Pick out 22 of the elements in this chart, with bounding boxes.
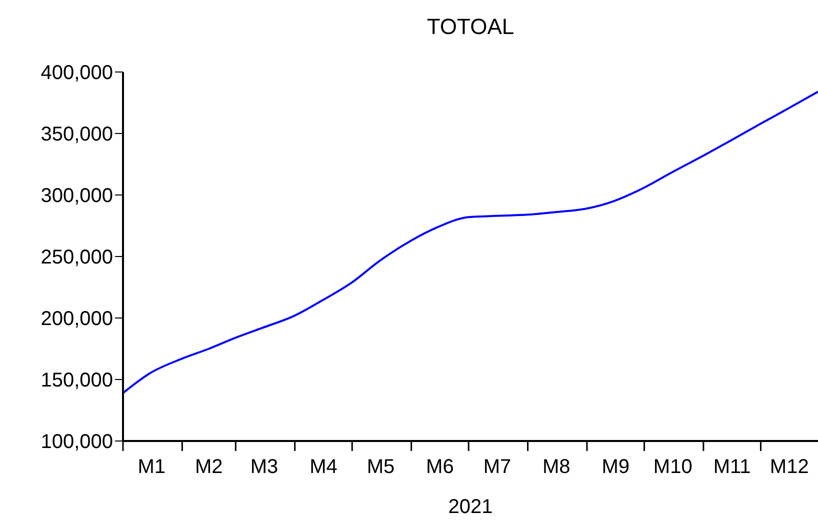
y-tick-label: 200,000 [40, 308, 113, 330]
x-tick-label: M12 [770, 456, 809, 478]
y-tick-label: 300,000 [40, 185, 113, 208]
y-tick-label: 150,000 [40, 370, 113, 392]
y-tick-label: 100,000 [40, 431, 113, 454]
x-tick-label: M10 [653, 456, 692, 478]
x-tick-label: M7 [483, 456, 512, 478]
x-tick-label: M5 [366, 456, 395, 478]
y-tick-label: 400,000 [40, 62, 113, 84]
x-tick-label: M1 [138, 456, 166, 478]
x-tick-label: M11 [713, 456, 751, 478]
y-tick-label: 350,000 [40, 124, 113, 146]
x-tick-label: M6 [426, 456, 454, 478]
x-axis-title: 2021 [448, 496, 493, 518]
y-tick-label: 250,000 [40, 246, 113, 269]
chart-title: TOTOAL [426, 14, 516, 40]
line-series [123, 90, 818, 394]
x-tick-label: M9 [602, 456, 630, 478]
x-tick-label: M4 [310, 456, 338, 478]
x-tick-label: M2 [195, 456, 223, 478]
x-tick-label: M3 [250, 456, 278, 478]
x-tick-label: M8 [542, 456, 570, 478]
